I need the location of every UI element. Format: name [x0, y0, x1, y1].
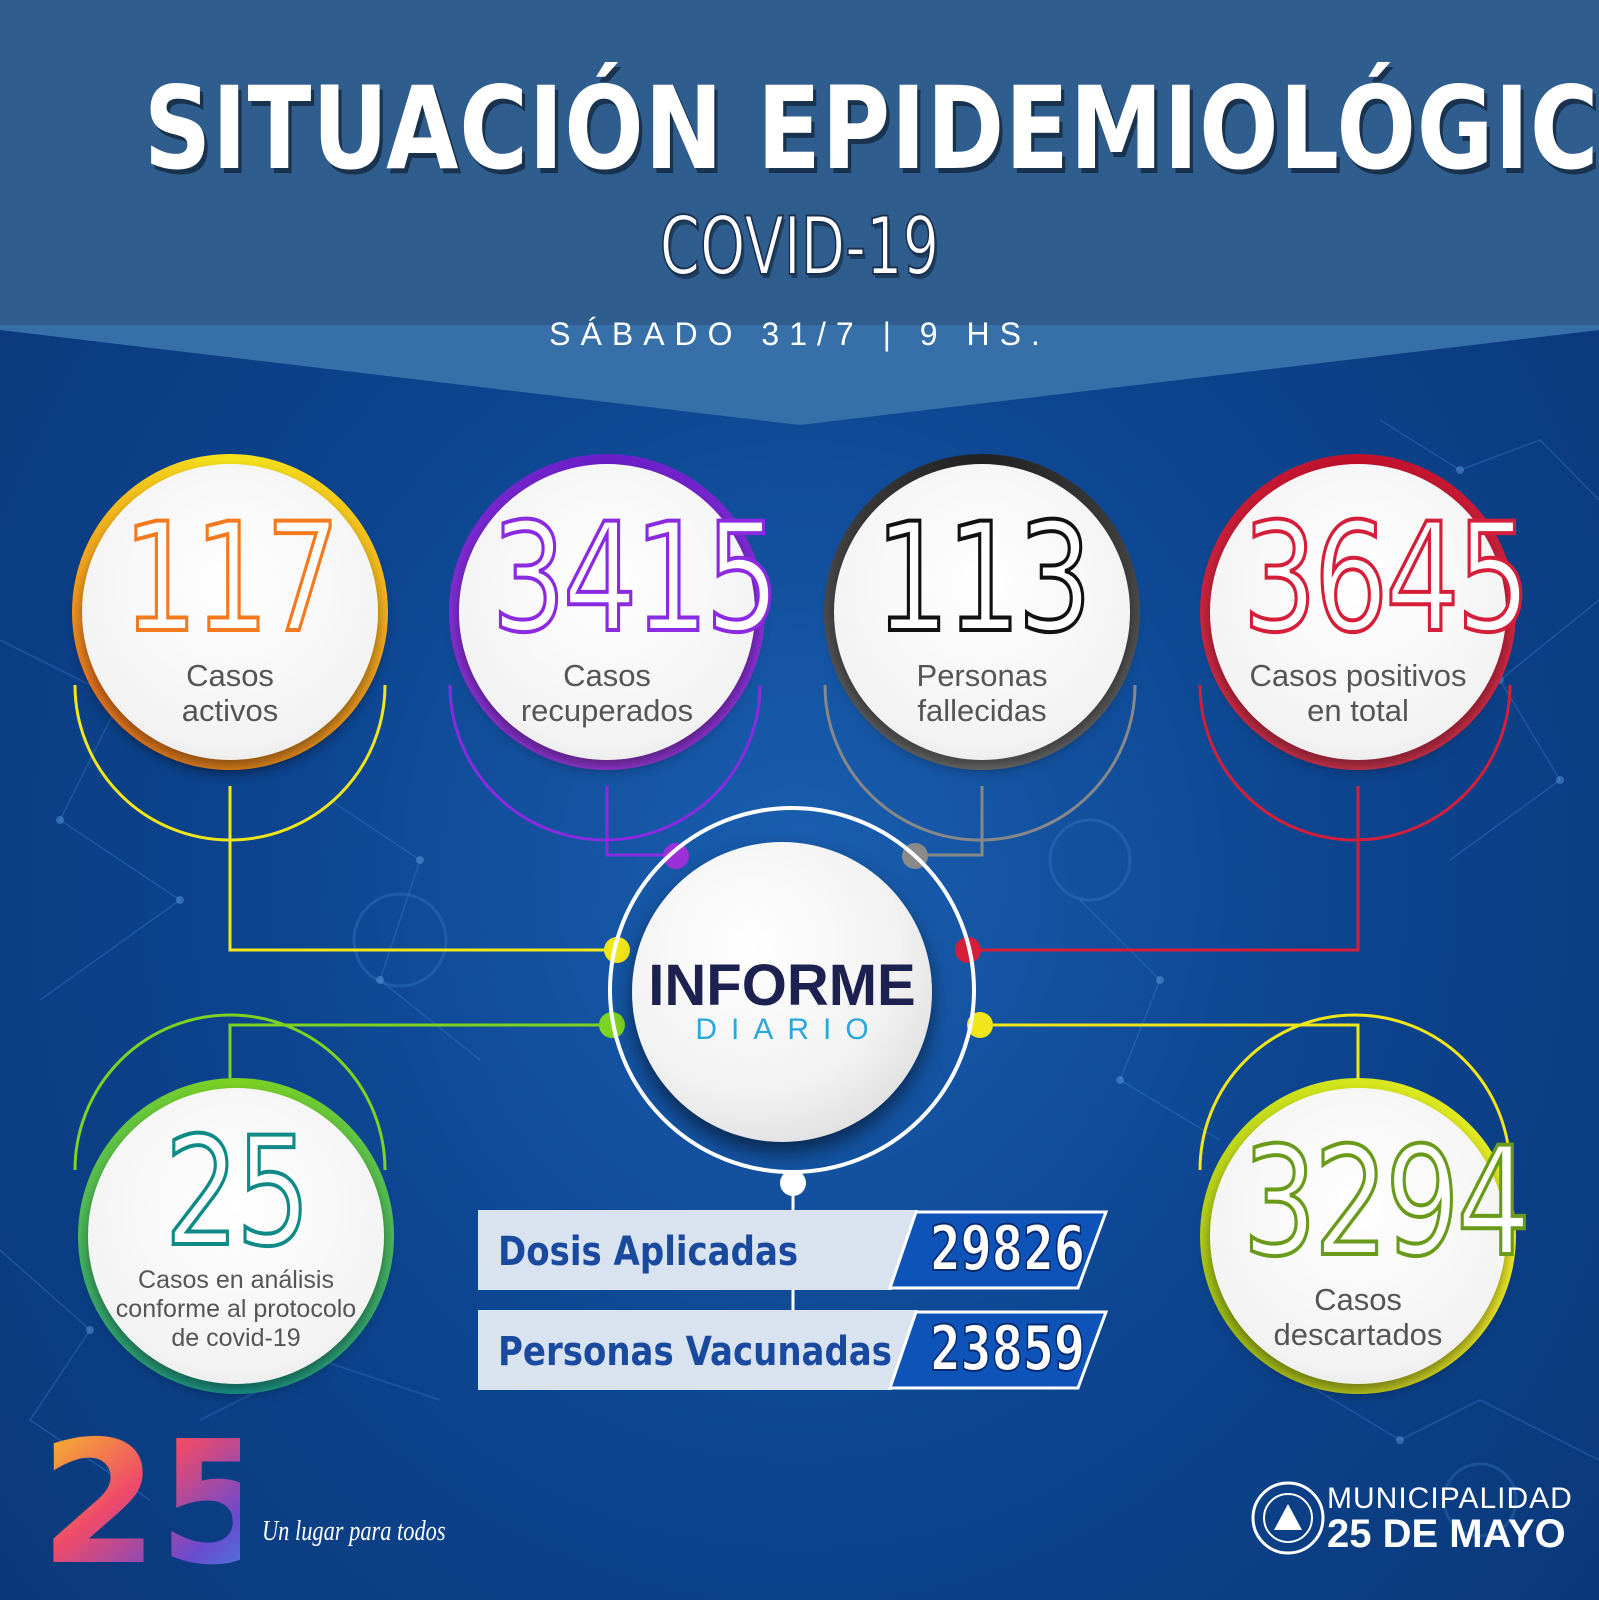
city-25-logo: 25 [40, 1420, 240, 1580]
header-band [0, 0, 1599, 425]
stat-active-value: 117 [121, 492, 341, 666]
page-subtitle: COVID-19 [659, 199, 940, 294]
stat-recovered-label: Casos recuperados [520, 658, 694, 728]
vaccinated-value: 23859 [929, 1311, 1086, 1386]
vaccinated-row [478, 1310, 918, 1390]
stat-recovered-face: 3415 Casos recuperados [459, 464, 782, 760]
center-title: INFORME [648, 953, 916, 1018]
stat-discarded-label: Casos descartados [1273, 1282, 1443, 1352]
doses-row [478, 1210, 918, 1290]
center-subtitle: DIARIO [695, 1013, 883, 1046]
municipality-line2: 25 DE MAYO [1327, 1512, 1566, 1556]
stat-positive-value: 3645 [1241, 492, 1533, 666]
municipality-line1: MUNICIPALIDAD [1327, 1482, 1573, 1515]
center-ring [608, 806, 976, 1174]
page-title: SITUACIÓN EPIDEMIOLÓGICA [143, 62, 1599, 195]
stat-deceased-value: 113 [873, 492, 1093, 666]
stat-positive-label: Casos positivos en total [1249, 658, 1467, 728]
stat-active-face: 117 Casos activos [82, 464, 378, 760]
stat-analysis-face: 25 Casos en análisis conforme al protocol… [88, 1088, 384, 1384]
doses-value: 29826 [929, 1211, 1086, 1286]
stat-discarded-value: 3294 [1241, 1116, 1533, 1290]
stat-analysis-label: Casos en análisis conforme al protocolo de… [115, 1266, 357, 1352]
municipality-seal-icon [1251, 1481, 1325, 1555]
center-disc [632, 842, 932, 1142]
vaccinated-label: Personas Vacunadas [498, 1329, 892, 1375]
vaccinated-value-box [888, 1310, 1108, 1390]
stat-discarded-face: 3294 Casos descartados [1210, 1088, 1533, 1384]
doses-value-box [888, 1210, 1108, 1290]
stat-deceased-face: 113 Personas fallecidas [834, 464, 1130, 760]
doses-label: Dosis Aplicadas [498, 1229, 799, 1275]
svg-text:25: 25 [40, 1420, 240, 1580]
stat-recovered-value: 3415 [490, 492, 782, 666]
stat-active-label: Casos activos [181, 658, 279, 728]
stat-deceased-label: Personas fallecidas [916, 658, 1048, 728]
stat-analysis-value: 25 [163, 1106, 312, 1280]
stat-positive-face: 3645 Casos positivos en total [1210, 464, 1533, 760]
report-date: SÁBADO 31/7 | 9 HS. [549, 316, 1050, 352]
tagline: Un lugar para todos [262, 1516, 446, 1547]
